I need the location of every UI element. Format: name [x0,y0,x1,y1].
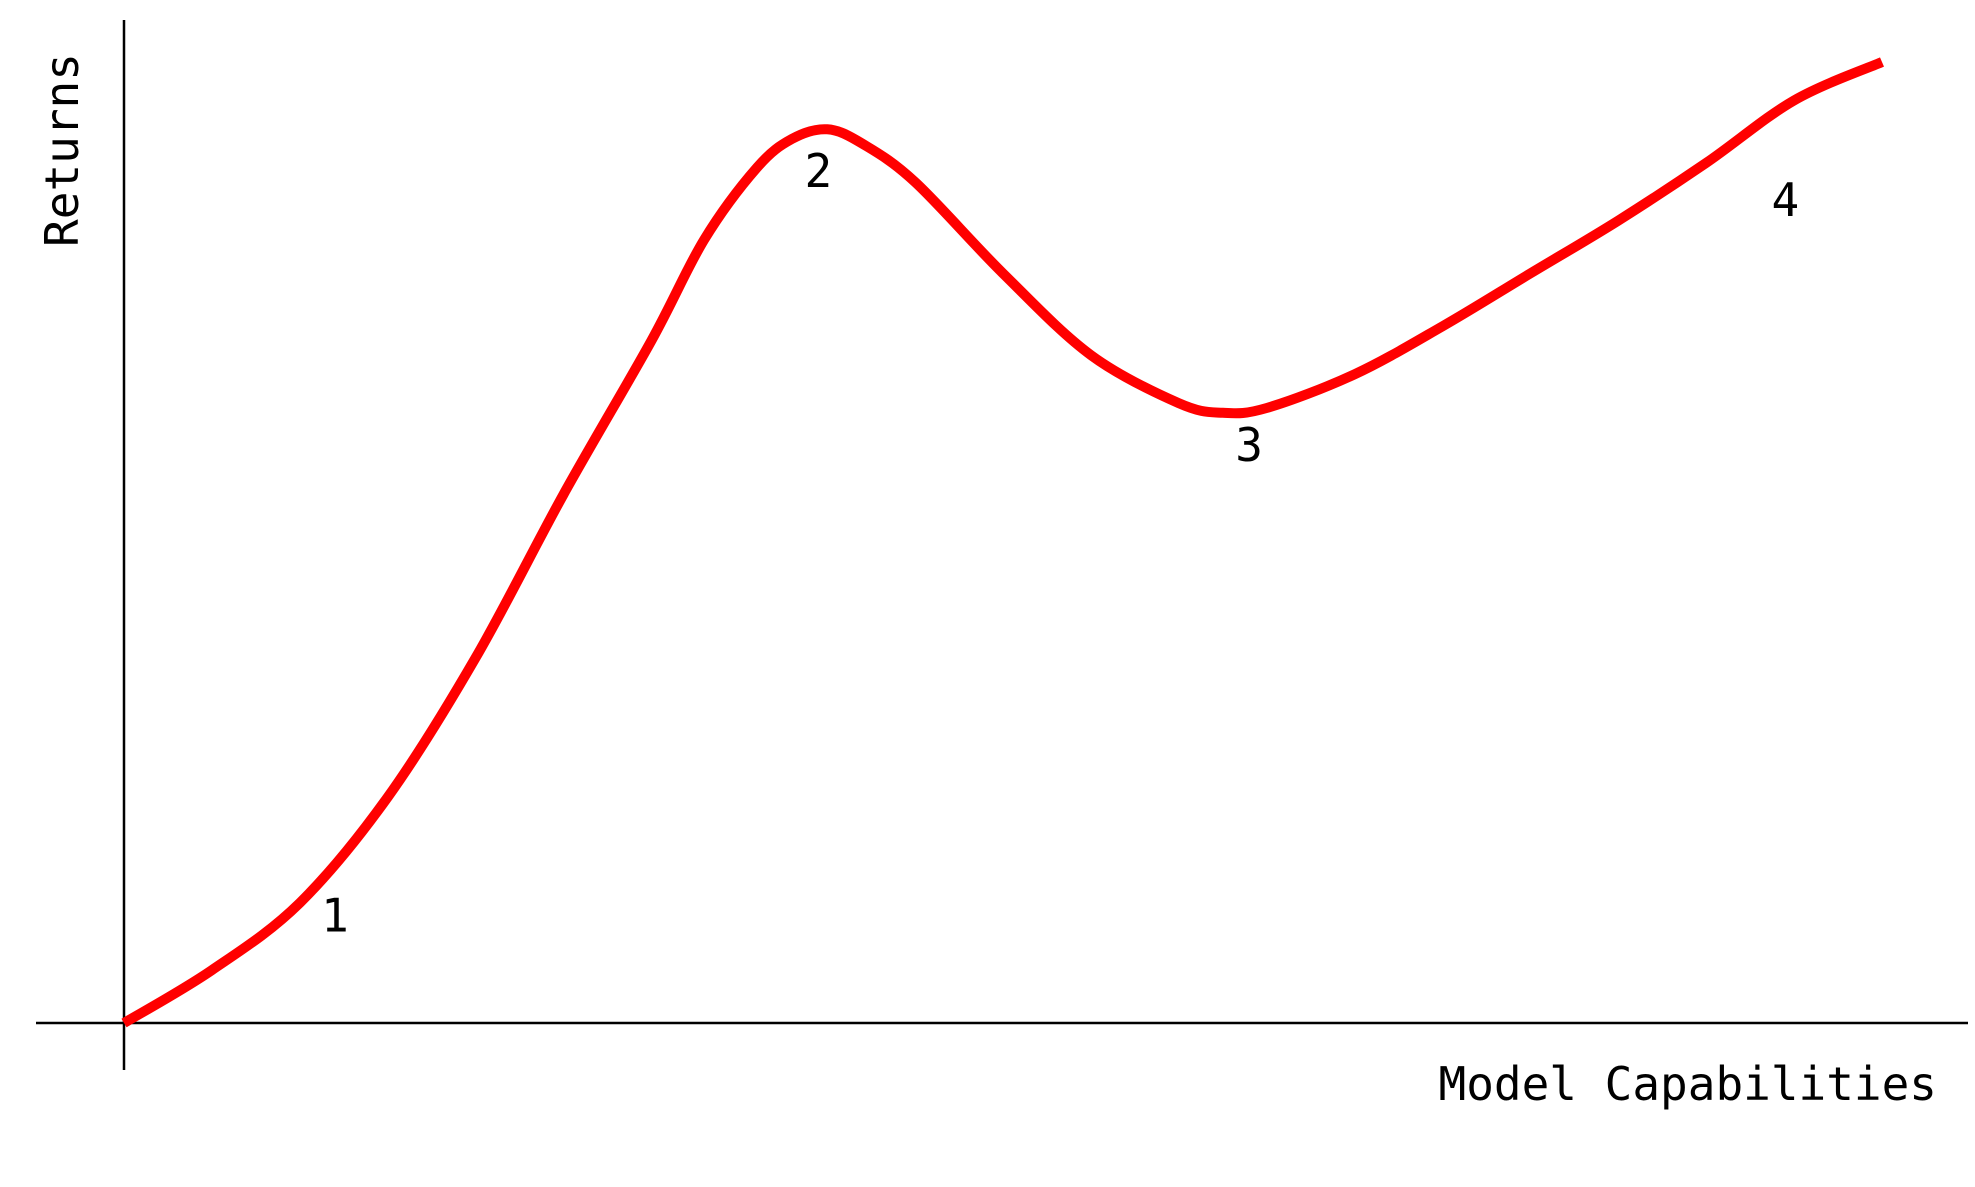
returns-curve [121,57,1884,1028]
annotation-label-4: 4 [1771,173,1799,227]
annotations: 1 2 3 4 [321,144,1799,943]
y-axis-label: Returns [35,53,89,247]
annotation-label-2: 2 [805,144,833,198]
x-axis-label: Model Capabilities [1439,1057,1938,1111]
annotation-label-1: 1 [321,889,349,943]
annotation-label-3: 3 [1235,418,1263,472]
